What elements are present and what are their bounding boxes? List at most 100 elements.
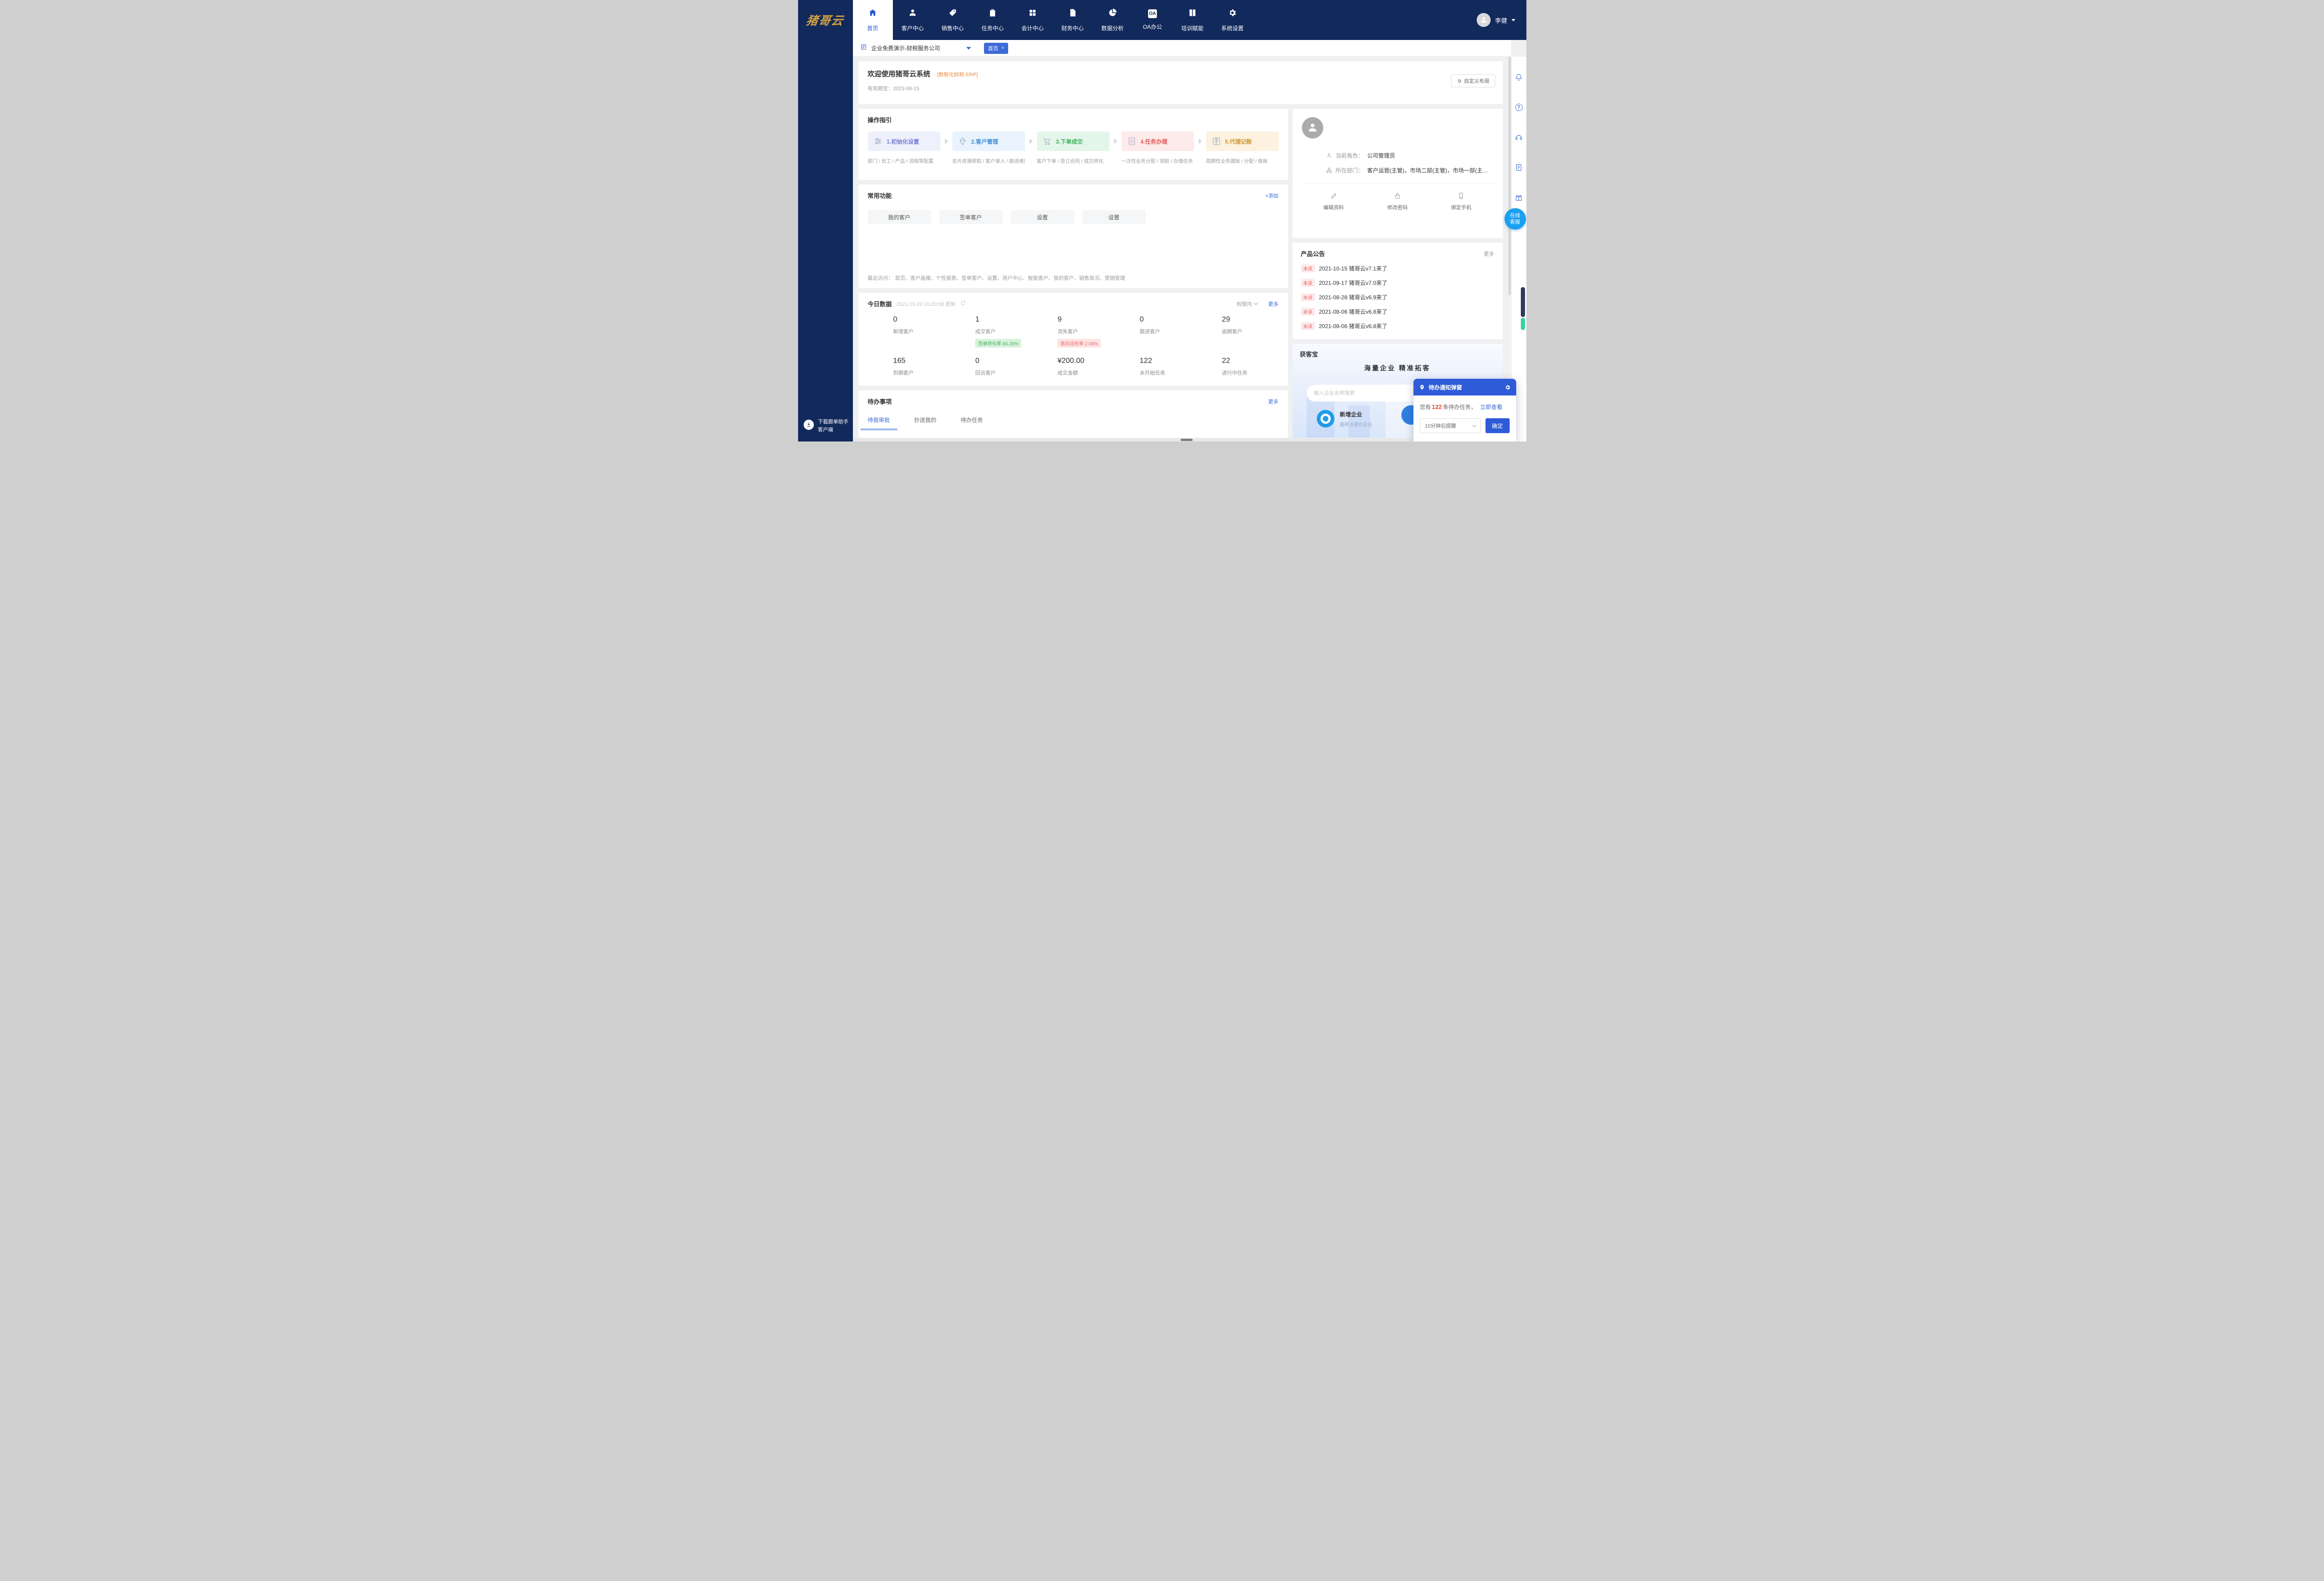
add-function-link[interactable]: +添加	[1265, 193, 1279, 199]
remind-later-select[interactable]: 10分钟后提醒	[1419, 418, 1481, 433]
guide-step-2-button[interactable]: 2.客户管理	[952, 132, 1025, 151]
tab-todo-tasks[interactable]: 待办任务	[960, 417, 983, 423]
nav-tab-analytics[interactable]: 数据分析	[1093, 0, 1133, 40]
today-data-card: 今日数据 2021-10-20 10:20:58 更新 权限内 更多 0 新增客…	[858, 293, 1288, 386]
vertical-scrollbar-thumb[interactable]	[1508, 57, 1511, 296]
announcement-item[interactable]: 未读 2021-10-15 猪哥云v7.1来了	[1301, 264, 1494, 272]
quick-functions-card: 常用功能 +添加 我的客户 签单客户 设置 设置 最近访问： 首页、客户画像、个…	[858, 184, 1288, 288]
welcome-accent: - [数智化财税·ERP]	[934, 72, 978, 78]
stat-label: 成交客户	[975, 329, 996, 335]
avatar	[1477, 13, 1491, 27]
org-chart-icon	[1326, 168, 1332, 173]
company-search-input[interactable]	[1314, 390, 1439, 396]
left-rail: 下载跟单助手 客户端	[798, 40, 853, 441]
download-client-button[interactable]: 下载跟单助手 客户端	[803, 418, 849, 434]
guide-step-desc: 一次性业务分配 / 领取 / 办理任务	[1121, 158, 1193, 164]
view-now-link[interactable]: 立即查看	[1480, 404, 1503, 410]
profile-avatar	[1301, 117, 1323, 138]
popup-body: 您有 122 条待办任务， 立即查看 10分钟后提醒 确定	[1413, 395, 1516, 441]
today-more-link[interactable]: 更多	[1268, 301, 1279, 307]
announcement-date: 2021-09-17	[1319, 280, 1347, 286]
cart-icon	[1043, 138, 1050, 145]
announcement-item[interactable]: 未读 2021-08-28 猪哥云v6.9来了	[1301, 293, 1494, 301]
sliders-icon	[874, 138, 881, 145]
stat-label: 成交金额	[1057, 370, 1078, 376]
announcement-date: 2021-08-06	[1319, 309, 1347, 315]
guide-step-3-button[interactable]: 3.下单成交	[1037, 132, 1109, 151]
headset-icon[interactable]	[1515, 133, 1523, 141]
stat-deal-customers: 1 成交客户 签单转化率 66.29%	[950, 316, 1032, 348]
stat-label: 未开始任务	[1139, 370, 1165, 376]
popup-msg-suffix: 条待办任务，	[1443, 404, 1477, 410]
oa-icon: OA	[1148, 9, 1157, 18]
announcements-card: 产品公告 更多 未读 2021-10-15 猪哥云v7.1来了 未读 2021-…	[1292, 243, 1503, 339]
nav-tab-finance[interactable]: 财务中心	[1053, 0, 1093, 40]
new-companies-item[interactable]: 新增企业 最新注册的企业	[1316, 410, 1373, 428]
guide-step-1-button[interactable]: 1.初始化设置	[867, 132, 940, 151]
edit-profile-button[interactable]: 编辑资料	[1302, 192, 1366, 211]
nav-tab-accounting[interactable]: 会计中心	[1013, 0, 1053, 40]
online-service-bubble[interactable]: 在线 客服	[1504, 208, 1526, 230]
stat-label: 回访客户	[975, 370, 996, 376]
tab-my-approvals[interactable]: 待我审批	[860, 416, 898, 430]
phone-icon	[1459, 192, 1463, 199]
bind-phone-button[interactable]: 绑定手机	[1429, 192, 1493, 211]
announcement-text: 猪哥云v7.0来了	[1349, 280, 1387, 286]
quick-button-my-customers[interactable]: 我的客户	[867, 210, 931, 224]
announcement-item[interactable]: 未读 2021-08-06 猪哥云v6.8来了	[1301, 322, 1494, 330]
company-selector[interactable]: 企业免费演示-财税服务公司	[871, 45, 940, 52]
guide-step-desc: 客户下单 / 签订合同 / 成交转化	[1037, 158, 1104, 164]
feedback-form-icon[interactable]	[1515, 164, 1523, 171]
announcements-title: 产品公告	[1301, 250, 1325, 257]
quick-button-settings-2[interactable]: 设置	[1082, 210, 1146, 224]
popup-settings-button[interactable]	[1505, 384, 1511, 390]
mini-scrollbar-thumb[interactable]	[1520, 287, 1525, 317]
refresh-icon[interactable]	[960, 300, 966, 308]
guide-step-label: 2.客户管理	[971, 138, 998, 145]
online-service-line1: 在线	[1510, 213, 1520, 218]
help-icon[interactable]	[1515, 104, 1523, 111]
guide-step-4-button[interactable]: 4.任务办理	[1121, 132, 1194, 151]
nav-tab-oa[interactable]: OA OA办公	[1133, 0, 1173, 40]
stat-value: 0	[893, 316, 898, 323]
nav-tab-home[interactable]: 首页	[852, 0, 893, 40]
quick-button-signed-customers[interactable]: 签单客户	[939, 210, 1003, 224]
company-dropdown-icon[interactable]	[966, 46, 971, 50]
nav-tab-label: 客户中心	[901, 25, 924, 32]
right-icon-rail	[1511, 57, 1526, 441]
nav-tab-label: 系统设置	[1221, 25, 1244, 32]
change-password-button[interactable]: 修改密码	[1366, 192, 1429, 211]
guide-step-5-button[interactable]: 5.代理记账	[1206, 132, 1279, 151]
gift-icon[interactable]	[1515, 194, 1523, 202]
open-page-tag[interactable]: 首页 ×	[984, 42, 1009, 54]
churn-badge: 意向流失率 2.08%	[1057, 339, 1101, 348]
welcome-title: 欢迎使用猪哥云系统	[867, 70, 931, 78]
scope-dropdown[interactable]: 权限内	[1237, 300, 1258, 308]
horizontal-scrollbar-thumb[interactable]	[1180, 439, 1193, 441]
bell-icon[interactable]	[1515, 73, 1523, 81]
role-value: 公司管理员	[1367, 152, 1395, 159]
nav-tab-training[interactable]: 培训赋能	[1173, 0, 1213, 40]
book-icon	[1188, 8, 1197, 20]
unread-badge: 未读	[1301, 279, 1315, 287]
todo-more-link[interactable]: 更多	[1268, 399, 1279, 405]
close-icon[interactable]: ×	[1001, 46, 1004, 51]
customize-layout-button[interactable]: 自定义布局	[1451, 74, 1495, 87]
nav-tab-tasks[interactable]: 任务中心	[973, 0, 1013, 40]
tab-cc-to-me[interactable]: 抄送我的	[914, 417, 937, 423]
announcement-date: 2021-08-28	[1319, 294, 1347, 301]
nav-tab-sales[interactable]: 销售中心	[933, 0, 973, 40]
confirm-button[interactable]: 确定	[1485, 418, 1510, 433]
brand-logo: 猪哥云	[798, 0, 853, 40]
announcement-text: 猪哥云v6.8来了	[1349, 323, 1387, 329]
nav-tab-customers[interactable]: 客户中心	[893, 0, 933, 40]
quick-button-settings-1[interactable]: 设置	[1010, 210, 1074, 224]
announcement-item[interactable]: 未读 2021-09-17 猪哥云v7.0来了	[1301, 279, 1494, 287]
nav-tab-settings[interactable]: 系统设置	[1213, 0, 1253, 40]
announcements-more-link[interactable]: 更多	[1484, 251, 1494, 257]
lock-icon	[1395, 193, 1400, 198]
user-menu[interactable]: 李健	[1477, 0, 1526, 40]
recent-label: 最近访问：	[867, 276, 893, 281]
nav-tab-label: 任务中心	[981, 25, 1004, 32]
announcement-item[interactable]: 未读 2021-08-06 猪哥云v6.8来了	[1301, 308, 1494, 316]
